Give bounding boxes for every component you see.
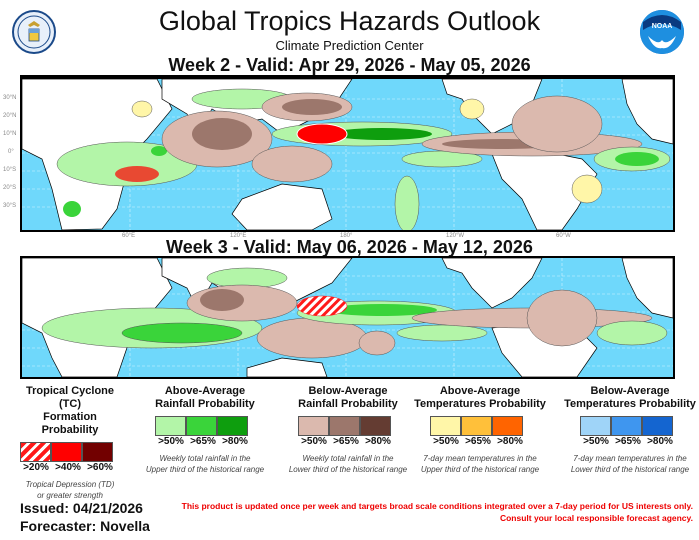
lon-label: 60°E — [122, 233, 136, 239]
week3-map — [20, 256, 675, 379]
page-title: Global Tropics Hazards Outlook — [158, 6, 541, 36]
legend-below-temp: Below-Average Temperatures Probability >… — [564, 385, 696, 474]
legend-title: Tropical Cyclone (TC) — [25, 385, 115, 410]
legend-above-temp: Above-Average Temperatures Probability >… — [414, 385, 546, 474]
lat-label: 0° — [8, 149, 14, 155]
divider — [20, 75, 675, 77]
lat-label: 30°N — [3, 95, 17, 101]
swatch-40 — [51, 442, 82, 462]
forecaster: Forecaster: Novella — [20, 518, 150, 534]
lon-label: 120°W — [446, 233, 465, 239]
swatch-60 — [82, 442, 113, 462]
lat-label: 30°S — [3, 203, 17, 209]
lat-label: 10°S — [3, 167, 17, 173]
lon-label: 120°E — [230, 233, 247, 239]
lat-label: 20°S — [3, 185, 17, 191]
legend-below-rain: Below-Average Rainfall Probability >50% >… — [288, 385, 408, 474]
issued-date: Issued: 04/21/2026 — [20, 500, 143, 516]
week3-title: Week 3 - Valid: May 06, 2026 - May 12, 2… — [166, 237, 533, 257]
noaa-logo: NOAA — [640, 10, 684, 54]
swatch-20 — [20, 442, 51, 462]
lat-label: 10°N — [3, 131, 17, 137]
week2-title: Week 2 - Valid: Apr 29, 2026 - May 05, 2… — [168, 55, 531, 75]
disclaimer: This product is updated once per week an… — [181, 501, 693, 523]
legend-above-rain: Above-Average Rainfall Probability >50% >… — [145, 385, 265, 474]
lat-label: 20°N — [3, 113, 17, 119]
legend-title: Formation Probability — [41, 411, 99, 436]
commerce-seal-logo — [12, 10, 56, 54]
legend-tc: Tropical Cyclone (TC) Formation Probabil… — [20, 385, 120, 501]
svg-text:NOAA: NOAA — [652, 23, 673, 30]
page-subtitle: Climate Prediction Center — [275, 38, 424, 53]
week2-map — [20, 77, 675, 232]
lon-label: 180° — [340, 233, 353, 239]
lon-label: 60°W — [556, 233, 571, 239]
